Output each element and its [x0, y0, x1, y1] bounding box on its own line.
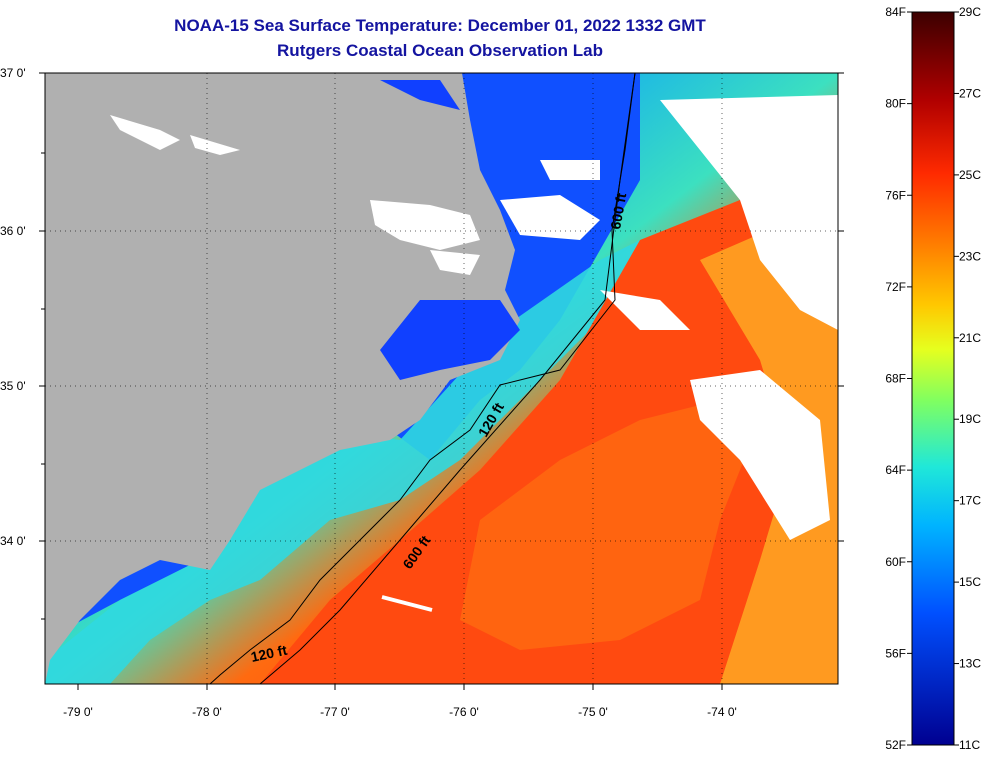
colorbar-f-label: 56F: [885, 646, 906, 660]
colorbar-f-label: 76F: [885, 188, 906, 202]
lon-label: -78 0': [192, 705, 222, 719]
sounds: [110, 115, 480, 275]
colorbar-f-label: 72F: [885, 280, 906, 294]
map-subtitle: Rutgers Coastal Ocean Observation Lab: [277, 41, 603, 60]
isobath-label: 120 ft: [249, 642, 288, 665]
map-frame: [44, 72, 839, 685]
colorbar-c-label: 25C: [959, 168, 981, 182]
colorbar-f-label: 52F: [885, 738, 906, 752]
cloud-gaps: [500, 95, 838, 540]
colorbar-f-label: 60F: [885, 555, 906, 569]
colorbar-f-label: 80F: [885, 97, 906, 111]
lon-label: -74 0': [707, 705, 737, 719]
lat-lon-grid: [45, 73, 838, 684]
colorbar-c-label: 19C: [959, 412, 981, 426]
lat-label: 35 0': [0, 379, 26, 393]
colorbar-f-label: 64F: [885, 463, 906, 477]
axis-ticks: [39, 72, 844, 690]
colorbar-c-label: 11C: [959, 738, 980, 752]
colorbar-c-label: 23C: [959, 249, 981, 263]
colorbar-c-label: 29C: [959, 5, 981, 19]
colorbar-c-label: 13C: [959, 657, 981, 671]
colorbar: 84F 80F 76F 72F 68F 64F 60F 56F 52F 29C 27C 25C 23C…: [885, 5, 981, 752]
map-title: NOAA-15 Sea Surface Temperature: Decembe…: [174, 16, 706, 35]
lat-label: 36 0': [0, 224, 26, 238]
colorbar-f-label: 68F: [885, 372, 906, 386]
isobaths: [209, 72, 636, 685]
lat-label: 37 0': [0, 66, 26, 80]
colorbar-f-label: 84F: [885, 5, 906, 19]
lat-label: 34 0': [0, 534, 26, 548]
colorbar-c-label: 15C: [959, 575, 981, 589]
isobath-label: 600 ft: [607, 191, 629, 230]
lon-label: -79 0': [63, 705, 93, 719]
swath-marker: [381, 595, 433, 612]
lon-label: -76 0': [449, 705, 479, 719]
lon-label: -77 0': [320, 705, 350, 719]
colorbar-c-label: 27C: [959, 86, 981, 100]
colorbar-c-label: 17C: [959, 494, 981, 508]
inland-water: [380, 80, 520, 380]
colorbar-c-label: 21C: [959, 331, 981, 345]
lon-label: -75 0': [578, 705, 608, 719]
colorbar-gradient: [911, 11, 955, 746]
